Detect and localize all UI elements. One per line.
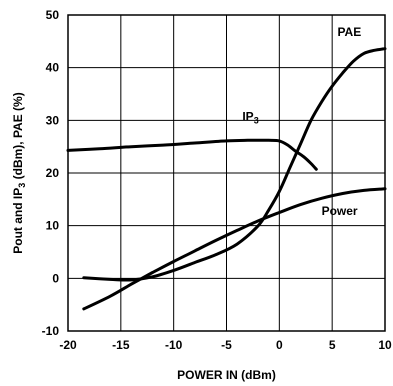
x-tick-label: -20 <box>59 338 77 352</box>
y-tick-label: 50 <box>46 8 60 22</box>
x-tick-label: -5 <box>221 338 232 352</box>
y-tick-label: 0 <box>52 271 59 285</box>
series-line-pae <box>82 47 387 282</box>
y-axis-title: Pout and IP3 (dBm), PAE (%) <box>11 92 27 253</box>
x-tick-label: -15 <box>112 338 130 352</box>
y-axis-title-part1: Pout and IP <box>11 188 25 254</box>
y-tick-label: 10 <box>46 219 60 233</box>
y-tick-label: 20 <box>46 166 60 180</box>
grid-lines <box>68 15 385 331</box>
x-tick-label: 10 <box>378 338 392 352</box>
series-label-pae: PAE <box>337 25 361 39</box>
y-tick-label: 40 <box>46 61 60 75</box>
series-label-ip: IP3 <box>242 109 258 125</box>
y-axis-title-subscript: 3 <box>17 183 27 188</box>
x-tick-label: 5 <box>329 338 336 352</box>
plot-frame <box>67 14 386 332</box>
x-tick-label: -10 <box>165 338 183 352</box>
x-axis-title: POWER IN (dBm) <box>177 368 276 382</box>
series-label-power: Power <box>322 204 358 218</box>
series-lines <box>66 47 387 311</box>
y-axis-title-part2: (dBm), PAE (%) <box>11 92 25 182</box>
x-tick-label: 0 <box>276 338 283 352</box>
tick-labels: -20 -15 -10 -5 0 5 10 -10 0 10 20 30 40 50 <box>42 8 392 352</box>
y-tick-label: -10 <box>42 324 60 338</box>
annotations: PAE Power IP3 <box>242 25 361 218</box>
series-line-ip3 <box>66 138 318 171</box>
series-line-power <box>82 187 387 311</box>
y-tick-label: 30 <box>46 113 60 127</box>
